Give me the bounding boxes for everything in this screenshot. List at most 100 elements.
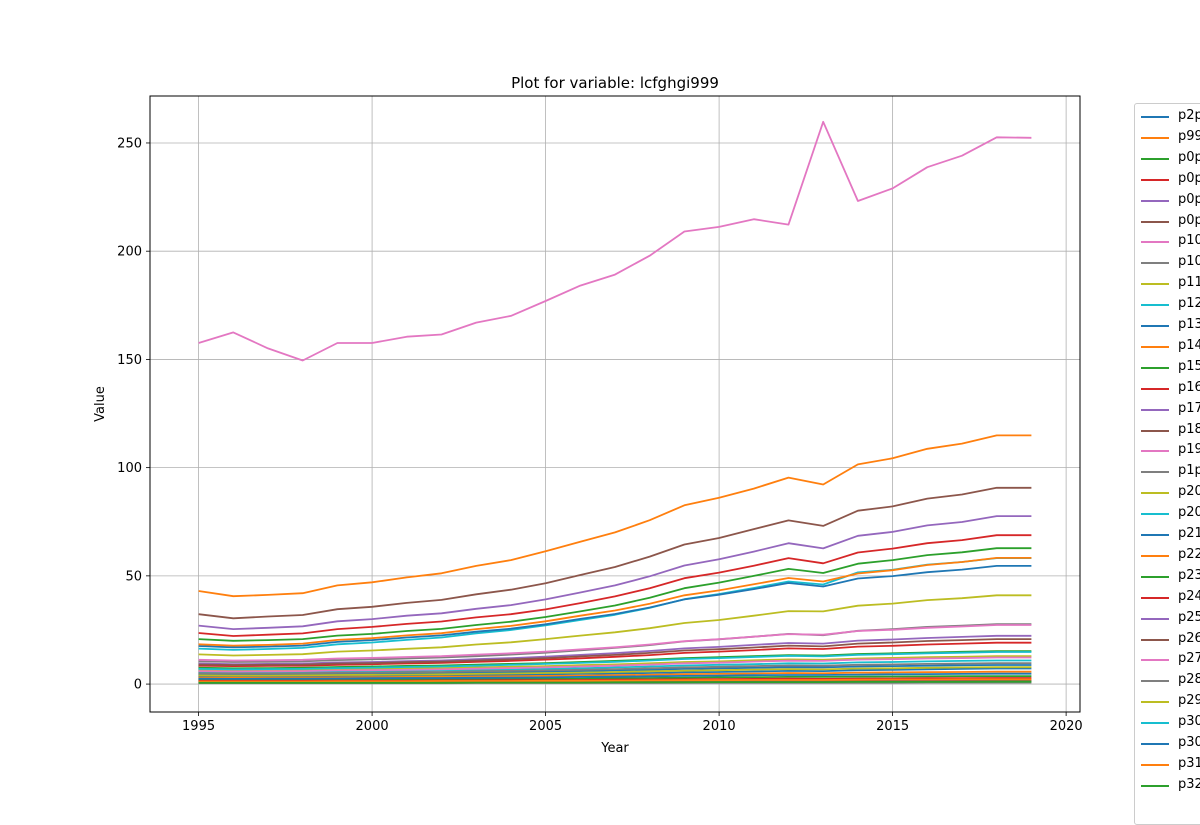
series-line-p27	[198, 656, 1032, 673]
line-chart: Plot for variable: lcfghgi999 1995 2000 20…	[93, 74, 1083, 756]
legend-item: p1p	[1135, 462, 1200, 482]
series-line-p99	[198, 434, 1032, 598]
y-tick-label: 50	[125, 569, 142, 584]
legend-label: p12	[1178, 296, 1200, 312]
series-line-p0p	[198, 486, 1032, 620]
legend-swatch	[1141, 220, 1169, 223]
legend-swatch	[1141, 471, 1169, 474]
legend-label: p15	[1178, 358, 1200, 374]
legend-item: p30	[1135, 713, 1200, 733]
legend-swatch	[1141, 241, 1169, 244]
legend-item: p0p	[1135, 149, 1200, 169]
legend-swatch	[1141, 534, 1169, 536]
legend-swatch	[1141, 408, 1169, 411]
legend-swatch	[1141, 680, 1169, 683]
legend: p2p p99 p0p p0p p0p p0p p10 p10 p11 p12 p13 p14 p15 p…	[1134, 103, 1200, 825]
series-line-p23	[198, 675, 1032, 681]
legend-item: p0p	[1135, 212, 1200, 232]
series-line-p0p	[198, 547, 1032, 642]
legend-swatch	[1141, 199, 1169, 202]
x-tick-label: 2000	[356, 719, 389, 734]
legend-item: p15	[1135, 358, 1200, 378]
legend-swatch	[1141, 575, 1169, 578]
grid-lines	[150, 96, 1080, 712]
series-lines	[198, 120, 1032, 685]
series-line-p30	[198, 672, 1032, 680]
series-line-p31	[198, 678, 1032, 683]
series-line-p17	[198, 634, 1032, 666]
legend-label: p1p	[1178, 463, 1200, 479]
legend-item: p24	[1135, 588, 1200, 608]
legend-swatch	[1141, 492, 1169, 495]
series-line-p19	[198, 624, 1032, 662]
legend-item: p27	[1135, 650, 1200, 670]
legend-label: p24	[1178, 588, 1200, 604]
x-tick-label: 2020	[1050, 719, 1083, 734]
series-line-p0p	[198, 515, 1032, 630]
series-line-p21	[198, 664, 1032, 676]
legend-label: p26	[1178, 630, 1200, 646]
legend-item: p19	[1135, 441, 1200, 461]
legend-swatch	[1141, 513, 1169, 516]
legend-label: p29	[1178, 693, 1200, 709]
legend-item: p10	[1135, 253, 1200, 273]
legend-label: p27	[1178, 651, 1200, 667]
legend-item: p13	[1135, 316, 1200, 336]
legend-label: p0p	[1178, 170, 1200, 186]
legend-label: p13	[1178, 317, 1200, 332]
legend-item: p32	[1135, 776, 1200, 796]
legend-label: p14	[1178, 337, 1200, 353]
legend-item: p17	[1135, 400, 1200, 420]
legend-item: p12	[1135, 295, 1200, 315]
legend-label: p2p	[1178, 108, 1200, 123]
legend-swatch	[1141, 116, 1169, 118]
legend-swatch	[1141, 659, 1169, 662]
series-line-p14	[198, 557, 1032, 647]
legend-swatch	[1141, 387, 1169, 390]
series-line-p2p	[198, 667, 1032, 678]
legend-swatch	[1141, 366, 1169, 369]
series-line-p13	[198, 565, 1032, 649]
legend-label: p17	[1178, 400, 1200, 416]
series-line-p28	[198, 662, 1032, 675]
legend-swatch	[1141, 784, 1169, 787]
legend-label: p0p	[1178, 212, 1200, 228]
y-tick-label: 100	[117, 461, 142, 476]
x-tick-label: 2010	[703, 719, 736, 734]
y-tick-label: 250	[117, 136, 142, 151]
series-line-p10	[198, 120, 1032, 362]
legend-item: p99	[1135, 128, 1200, 148]
chart-title: Plot for variable: lcfghgi999	[511, 74, 719, 92]
plot-area-frame	[149, 95, 1081, 713]
legend-swatch	[1141, 763, 1169, 766]
series-line-p32	[198, 680, 1032, 684]
legend-label: p20	[1178, 484, 1200, 500]
legend-item: p25	[1135, 609, 1200, 629]
legend-swatch	[1141, 136, 1169, 139]
legend-swatch	[1141, 157, 1169, 160]
legend-label: p20	[1178, 505, 1200, 521]
series-line-p20	[198, 655, 1032, 672]
legend-item: p31	[1135, 755, 1200, 775]
x-tick-label: 2005	[529, 719, 562, 734]
x-tick-label: 2015	[876, 719, 909, 734]
x-tick-label: 1995	[182, 719, 215, 734]
series-line-p0p	[198, 534, 1032, 637]
legend-swatch	[1141, 554, 1169, 557]
legend-item: p16	[1135, 379, 1200, 399]
legend-item: p20	[1135, 504, 1200, 524]
legend-label: p0p	[1178, 191, 1200, 207]
legend-label: p30	[1178, 735, 1200, 750]
legend-swatch	[1141, 638, 1169, 641]
legend-label: p25	[1178, 609, 1200, 625]
series-line-p11	[198, 594, 1032, 657]
legend-label: p30	[1178, 714, 1200, 730]
series-line-p18	[198, 638, 1032, 666]
legend-swatch	[1141, 325, 1169, 327]
legend-item: p23	[1135, 567, 1200, 587]
legend-label: p0p	[1178, 149, 1200, 165]
legend-label: p19	[1178, 442, 1200, 458]
legend-swatch	[1141, 596, 1169, 599]
legend-label: p16	[1178, 379, 1200, 395]
legend-item: p10	[1135, 232, 1200, 252]
